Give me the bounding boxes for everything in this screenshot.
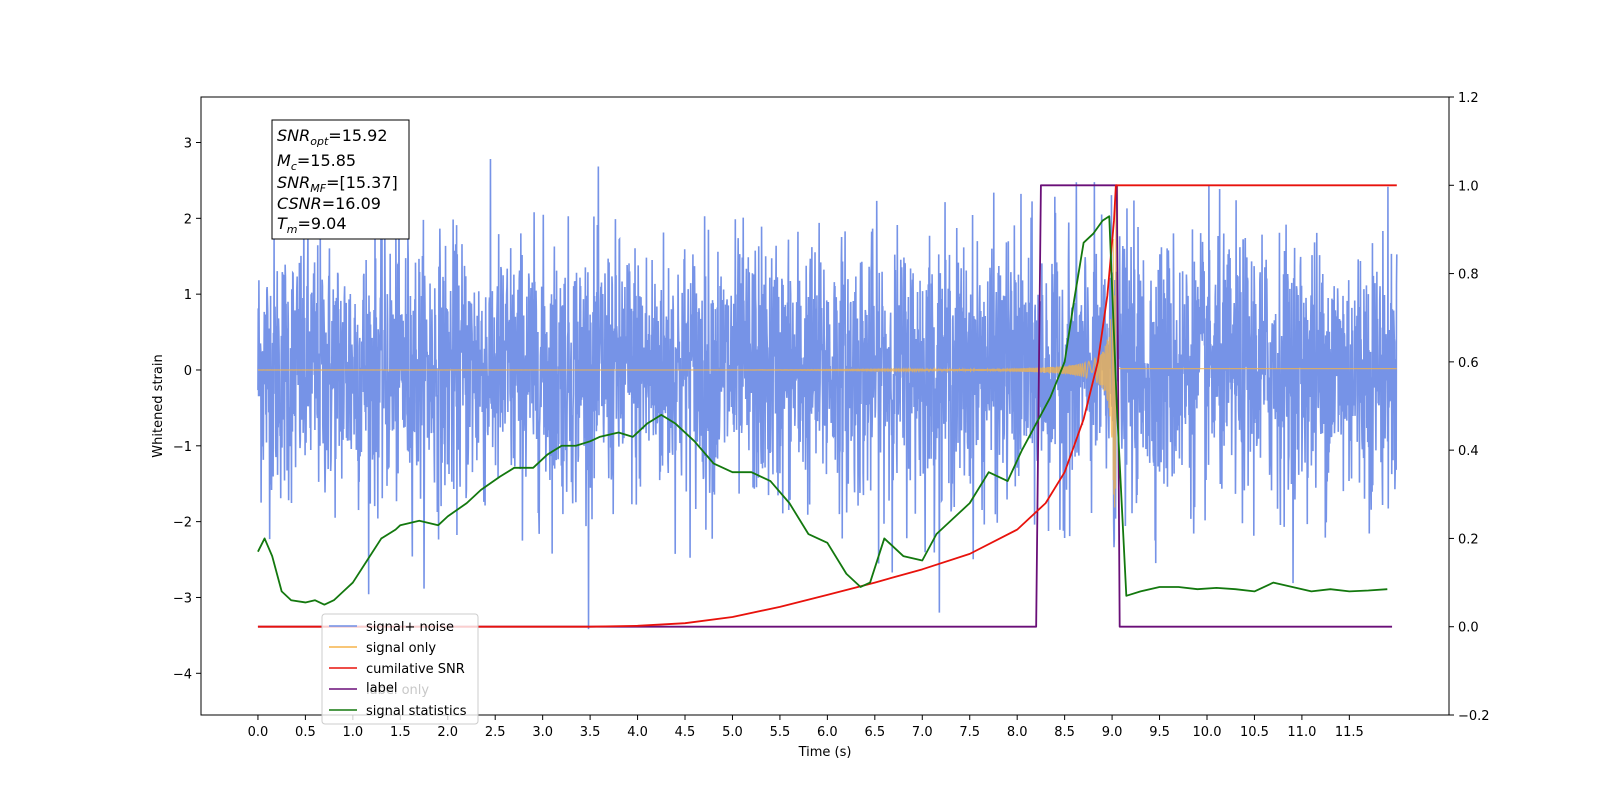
y-axis-right: 1.2 1.0 0.8 0.6 0.4 0.2 0.0 −0.2 — [1449, 91, 1490, 724]
y-left-tick-label: 1 — [184, 288, 192, 303]
x-tick-label: 9.5 — [1149, 725, 1170, 740]
legend-frame — [321, 613, 479, 725]
series-cumulative-snr — [257, 184, 1397, 628]
x-tick-label: 11.5 — [1335, 725, 1364, 740]
y-axis-label: Whitened strain — [151, 354, 166, 457]
series-layer — [257, 158, 1398, 630]
y-left-tick-label: −1 — [173, 440, 192, 455]
x-tick-label: 4.5 — [675, 725, 696, 740]
y-right-tick-label: 1.0 — [1458, 179, 1479, 194]
x-tick-label: 10.5 — [1240, 725, 1269, 740]
x-tick-label: 11.0 — [1287, 725, 1316, 740]
y-left-tick-label: 3 — [184, 136, 192, 151]
series-label — [257, 184, 1393, 628]
x-tick-label: 4.0 — [627, 725, 648, 740]
x-tick-label: 8.5 — [1054, 725, 1075, 740]
y-right-tick-label: 0.8 — [1458, 268, 1479, 283]
info-snr-opt: SNRopt=15.92 — [277, 126, 388, 148]
y-right-tick-label: 0.0 — [1458, 621, 1479, 636]
x-tick-label: 6.0 — [817, 725, 838, 740]
y-right-tick-label: 1.2 — [1458, 91, 1479, 106]
x-tick-label: 1.5 — [390, 725, 411, 740]
x-tick-label: 2.0 — [437, 725, 458, 740]
x-tick-label: 7.0 — [912, 725, 933, 740]
x-tick-label: 9.0 — [1102, 725, 1123, 740]
info-csnr: CSNR=16.09 — [277, 194, 381, 213]
legend-label-label-only: label only — [366, 683, 429, 698]
y-right-tick-label: −0.2 — [1458, 709, 1490, 724]
series-signal-statistics — [257, 215, 1388, 606]
legend: signal+ noise signal only cumilative SNR… — [321, 613, 479, 725]
legend-label-signal-statistics: signal statistics — [366, 704, 467, 719]
x-axis: 0.0 0.5 1.0 1.5 2.0 2.5 3.0 3.5 4.0 4.5 5.0 5.5 6.0 6… — [248, 715, 1364, 740]
y-left-tick-label: −3 — [173, 591, 192, 606]
x-tick-label: 5.0 — [722, 725, 743, 740]
legend-label-signal-only: signal only — [366, 641, 436, 656]
info-box-frame — [271, 119, 410, 240]
x-tick-label: 0.5 — [295, 725, 316, 740]
x-tick-label: 0.0 — [248, 725, 269, 740]
x-tick-label: 5.5 — [770, 725, 791, 740]
legend-label-label: label — [366, 681, 397, 696]
y-right-tick-label: 0.2 — [1458, 532, 1479, 547]
series-signal-only — [257, 185, 1397, 508]
series-signal-noise — [257, 158, 1398, 630]
x-tick-label: 7.5 — [959, 725, 980, 740]
y-left-tick-label: −4 — [173, 667, 192, 682]
info-tm: Tm=9.04 — [277, 214, 347, 236]
plot-frame — [200, 96, 1450, 716]
x-tick-label: 3.5 — [580, 725, 601, 740]
legend-label-signal-noise: signal+ noise — [366, 620, 454, 635]
x-tick-label: 1.0 — [343, 725, 364, 740]
x-tick-label: 2.5 — [485, 725, 506, 740]
y-left-tick-label: 0 — [184, 364, 192, 379]
y-axis-left: 3 2 1 0 −1 −2 −3 −4 — [173, 136, 201, 682]
x-tick-label: 3.0 — [532, 725, 553, 740]
info-snr-mf: SNRMF=[15.37] — [277, 173, 398, 195]
x-tick-label: 6.5 — [864, 725, 885, 740]
info-box: SNRopt=15.92 Mc=15.85 SNRMF=[15.37] CSNR… — [271, 119, 410, 240]
x-tick-label: 8.0 — [1007, 725, 1028, 740]
x-tick-label: 10.0 — [1193, 725, 1222, 740]
y-left-tick-label: −2 — [173, 516, 192, 531]
y-right-tick-label: 0.4 — [1458, 444, 1479, 459]
y-left-tick-label: 2 — [184, 212, 192, 227]
y-right-tick-label: 0.6 — [1458, 356, 1479, 371]
legend-label-cumulative-snr: cumilative SNR — [366, 662, 465, 677]
info-mc: Mc=15.85 — [277, 151, 356, 173]
x-axis-label: Time (s) — [798, 745, 852, 760]
